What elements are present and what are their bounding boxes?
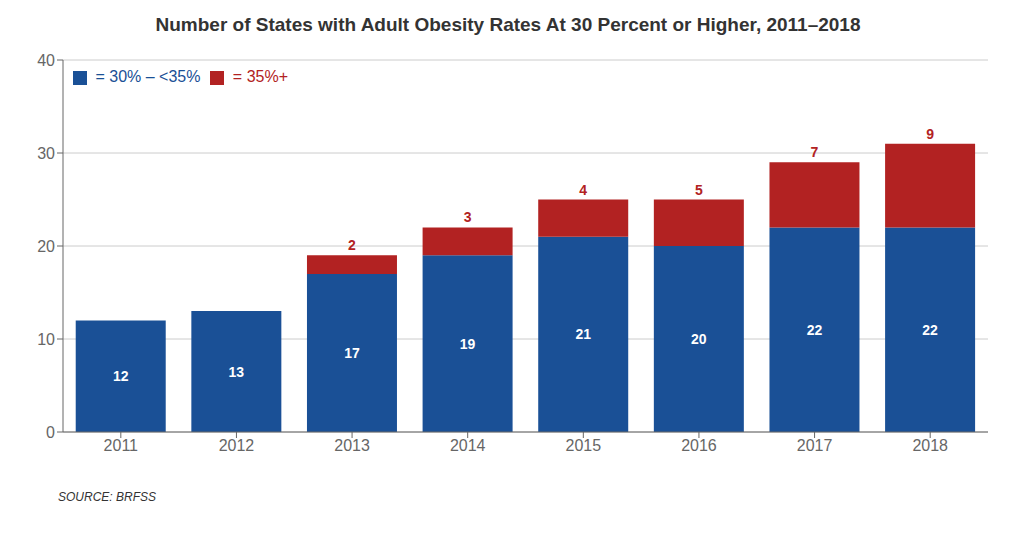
svg-text:2018: 2018 [912, 437, 948, 454]
svg-text:40: 40 [37, 52, 55, 69]
svg-text:19: 19 [460, 336, 476, 352]
svg-text:3: 3 [464, 209, 472, 225]
svg-text:4: 4 [579, 182, 587, 198]
html-text:SOURCE: BRFSS: SOURCE: BRFSS [58, 490, 156, 504]
svg-text:2012: 2012 [219, 437, 255, 454]
svg-text:13: 13 [229, 364, 245, 380]
svg-text:22: 22 [922, 322, 938, 338]
html-text:= 35%+: = 35%+ [228, 68, 288, 85]
svg-text:12: 12 [113, 368, 129, 384]
html-text:Number of States with Adult Ob: Number of States with Adult Obesity Rate… [155, 14, 861, 35]
svg-text:2016: 2016 [681, 437, 717, 454]
svg-text:2015: 2015 [566, 437, 602, 454]
svg-text:2: 2 [348, 237, 356, 253]
svg-text:22: 22 [807, 322, 823, 338]
svg-text:17: 17 [344, 345, 360, 361]
svg-text:21: 21 [575, 326, 591, 342]
svg-text:2014: 2014 [450, 437, 486, 454]
svg-text:20: 20 [37, 238, 55, 255]
svg-text:2013: 2013 [334, 437, 370, 454]
svg-text:30: 30 [37, 145, 55, 162]
svg-text:5: 5 [695, 182, 703, 198]
svg-text:9: 9 [926, 126, 934, 142]
svg-text:7: 7 [811, 144, 819, 160]
svg-text:20: 20 [691, 331, 707, 347]
svg-text:0: 0 [46, 424, 55, 441]
html-text:= 30% – <35%: = 30% – <35% [91, 68, 201, 85]
svg-text:10: 10 [37, 331, 55, 348]
svg-text:2017: 2017 [797, 437, 833, 454]
svg-text:2011: 2011 [104, 437, 139, 454]
